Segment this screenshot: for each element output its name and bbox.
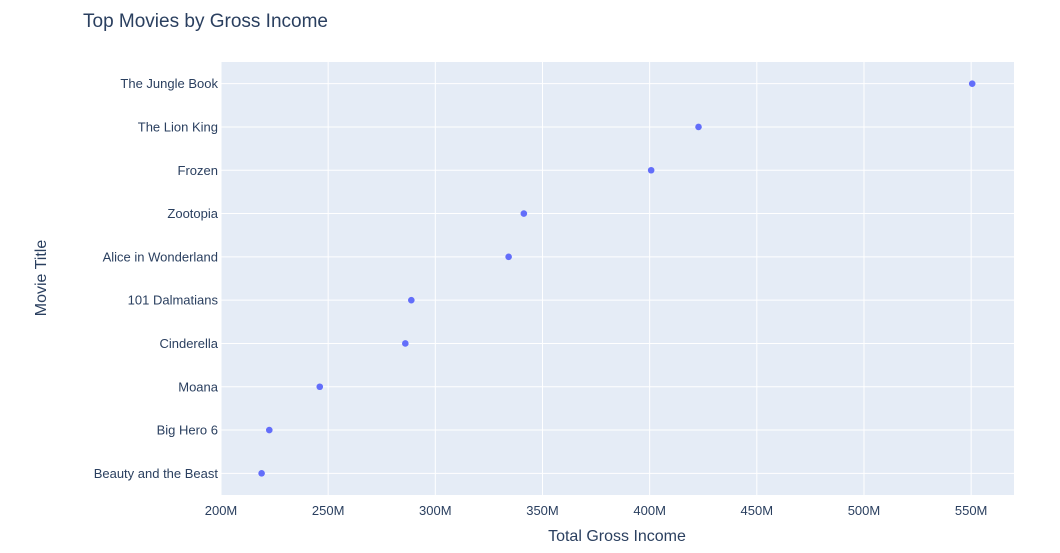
- plot-area: [221, 62, 1014, 495]
- data-point[interactable]: [695, 123, 702, 131]
- data-point[interactable]: [647, 166, 655, 174]
- data-point[interactable]: [265, 426, 273, 434]
- x-tick-label: 250M: [312, 503, 345, 518]
- x-tick-label: 350M: [526, 503, 559, 518]
- y-tick-label: Moana: [178, 379, 219, 394]
- x-axis-title: Total Gross Income: [548, 528, 686, 545]
- data-point[interactable]: [316, 383, 324, 391]
- data-point[interactable]: [402, 340, 409, 347]
- data-point[interactable]: [520, 210, 528, 217]
- y-tick-label: Beauty and the Beast: [94, 466, 219, 481]
- data-point[interactable]: [408, 296, 415, 304]
- x-gridlines: [220, 62, 972, 495]
- data-point[interactable]: [968, 80, 976, 87]
- y-tick-label: Big Hero 6: [157, 423, 218, 438]
- x-tick-label: 400M: [633, 503, 666, 518]
- x-tick-label: 200M: [205, 503, 238, 518]
- data-point[interactable]: [505, 253, 512, 261]
- y-tick-label: The Jungle Book: [120, 76, 218, 91]
- data-points: [258, 80, 976, 477]
- y-tick-label: The Lion King: [138, 119, 218, 134]
- y-tick-labels: Beauty and the Beast Big Hero 6 Moana Cinde…: [94, 76, 219, 481]
- x-tick-label: 450M: [741, 503, 774, 518]
- y-tick-label: 101 Dalmatians: [128, 293, 219, 308]
- y-axis-title: Movie Title: [33, 240, 50, 317]
- chart-title: Top Movies by Gross Income: [83, 11, 328, 32]
- y-gridlines: [221, 83, 1014, 474]
- y-tick-label: Cinderella: [159, 336, 218, 351]
- data-point[interactable]: [258, 470, 265, 477]
- x-tick-label: 300M: [419, 503, 452, 518]
- x-tick-label: 500M: [848, 503, 881, 518]
- y-tick-label: Alice in Wonderland: [103, 249, 218, 264]
- y-tick-label: Frozen: [178, 163, 218, 178]
- x-tick-labels: 200M 250M 300M 350M 400M 450M 500M 550M: [205, 503, 988, 518]
- y-tick-label: Zootopia: [167, 206, 218, 221]
- x-tick-label: 550M: [955, 503, 988, 518]
